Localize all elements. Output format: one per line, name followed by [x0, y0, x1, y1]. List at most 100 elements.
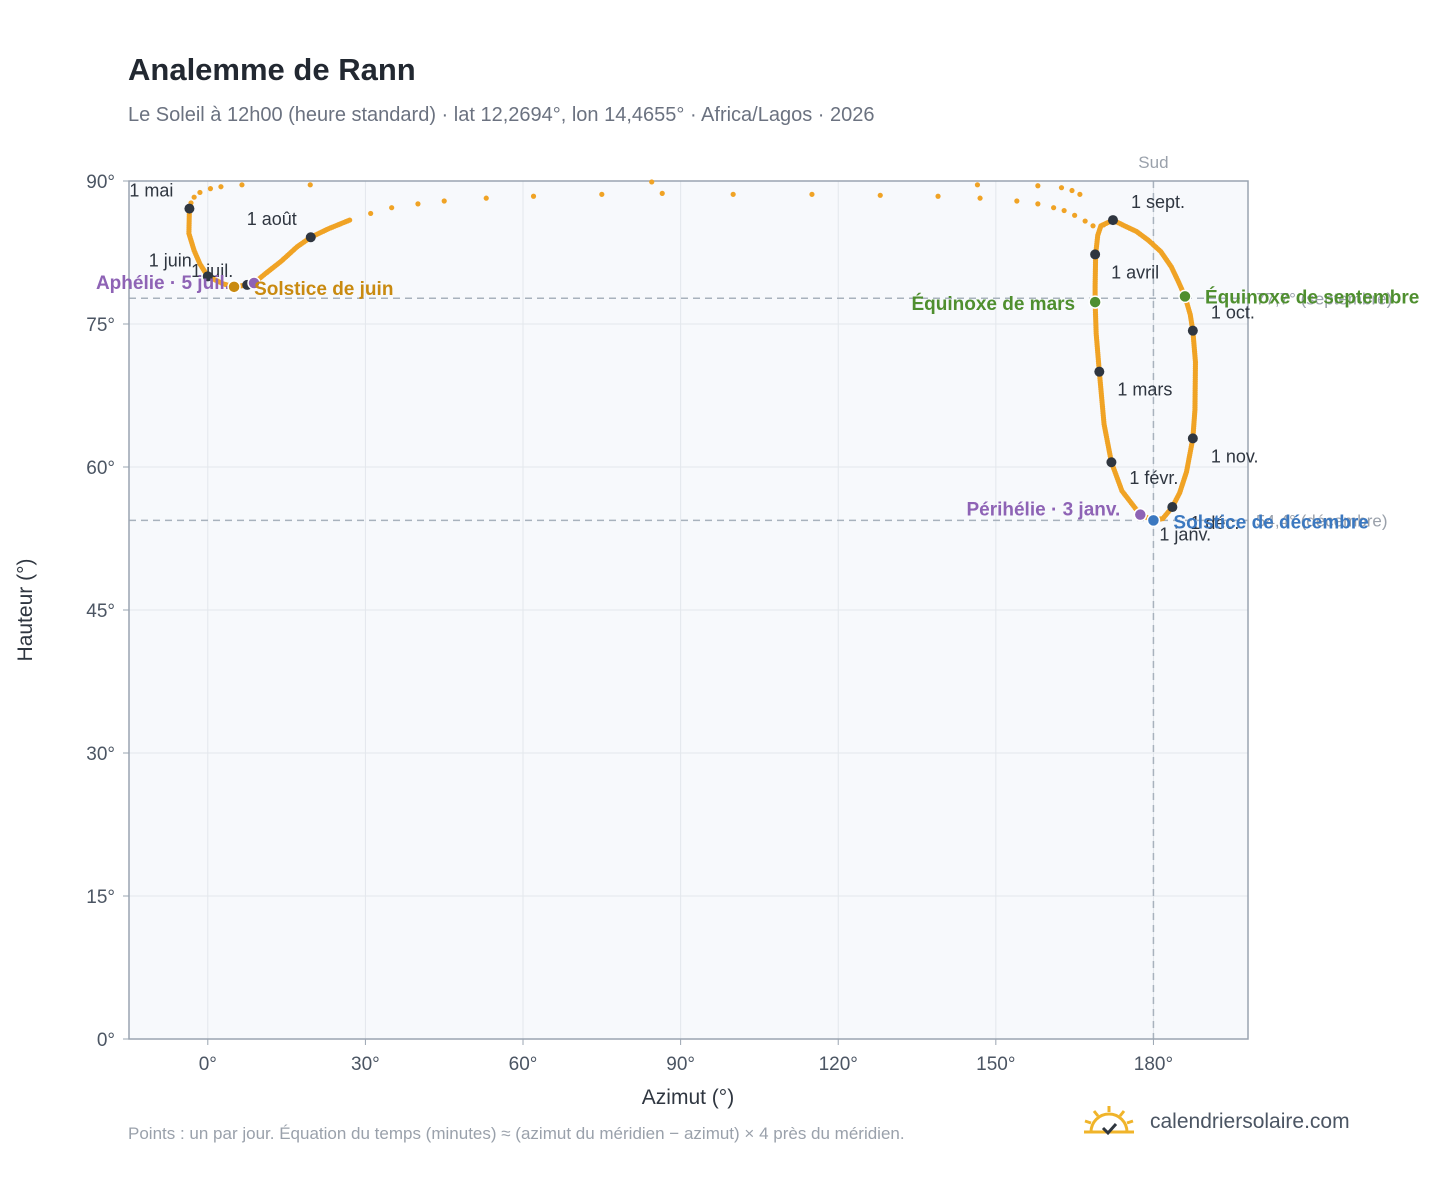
analemma-point [307, 182, 313, 188]
y-tick-label: 0° [97, 1030, 115, 1051]
analemma-point [368, 210, 374, 217]
month-marker [1107, 215, 1118, 226]
x-tick-label: 30° [351, 1054, 380, 1075]
meridian-label: Sud [1138, 153, 1168, 172]
analemma-point [1069, 187, 1075, 194]
y-tick-label: 15° [86, 887, 115, 908]
analemma-point [186, 228, 192, 234]
event-label: Solstice de juin [254, 279, 393, 300]
y-tick-label: 75° [86, 315, 115, 336]
month-label: 1 juil. [191, 261, 233, 281]
analemma-point [441, 198, 447, 204]
month-marker [1090, 249, 1101, 260]
analemma-point [877, 192, 883, 198]
analemma-point [1192, 405, 1198, 411]
x-axis-label: Azimut (°) [642, 1086, 734, 1109]
analemma-point [649, 179, 655, 185]
analemma-point [1090, 223, 1096, 229]
event-marker [1088, 295, 1102, 309]
month-label: 1 oct. [1211, 303, 1255, 323]
event-marker [247, 276, 261, 290]
month-marker [1167, 502, 1178, 513]
event-markers: Aphélie · 5 juil. Solstice de juin Équinox… [96, 273, 1419, 533]
footnote: Points : un par jour. Équation du temps … [128, 1124, 905, 1143]
analemma-point [218, 280, 225, 286]
analemma-point [239, 182, 245, 188]
analemma-point [974, 182, 981, 188]
axis-ticks: 0° 30° 60° 90° 120° 150° 180° 0° 15° 30° 45° 60° 75°… [86, 172, 1173, 1075]
analemma-point [1093, 333, 1099, 339]
month-marker [184, 203, 195, 214]
y-axis-label: Hauteur (°) [14, 559, 37, 662]
analemma-point [1061, 207, 1067, 214]
analemma-point [345, 218, 351, 224]
y-tick-label: 45° [86, 601, 115, 622]
analemma-point [1092, 285, 1098, 291]
event-marker [227, 280, 241, 294]
month-marker [202, 271, 213, 282]
sun-logo-icon [1084, 1106, 1134, 1136]
analemma-point [1051, 205, 1057, 211]
reference-line-label: 54,4° (décembre) [1256, 511, 1388, 530]
analemma-point [1101, 423, 1108, 429]
analemma-point [1184, 467, 1190, 473]
analemma-point [1035, 201, 1041, 207]
event-label: Périhélie · 3 janv. [966, 500, 1120, 521]
chart-subtitle: Le Soleil à 12h00 (heure standard) · lat… [128, 104, 875, 126]
analemma-point [1187, 309, 1193, 316]
y-tick-label: 30° [86, 744, 115, 765]
month-label: 1 avril [1111, 262, 1159, 282]
analemma-point [389, 205, 395, 211]
reference-line-label: 77,7° (septembre) [1256, 289, 1392, 308]
analemma-point [659, 190, 665, 196]
month-label: 1 nov. [1211, 446, 1259, 466]
event-label: Aphélie · 5 juil. [96, 273, 230, 294]
event-label: Équinoxe de septembre [1205, 286, 1419, 308]
month-marker [305, 232, 316, 243]
month-marker [1187, 325, 1198, 336]
plot-frame [128, 180, 1249, 1040]
event-marker [1133, 507, 1148, 522]
x-tick-label: 180° [1134, 1054, 1173, 1075]
analemma-point [1072, 212, 1078, 218]
x-tick-label: 60° [509, 1054, 538, 1075]
analemma-point [1094, 234, 1101, 241]
analemma-point [197, 189, 203, 196]
analemma-point [218, 184, 224, 190]
reference-lines: Sud 77,7° (septembre) 54,4° (décembre) [129, 153, 1392, 1039]
x-tick-label: 90° [666, 1054, 695, 1075]
analemma-point [730, 191, 736, 197]
event-label: Solstice de décembre [1173, 512, 1368, 533]
x-tick-label: 120° [819, 1054, 858, 1075]
analemma-point [1192, 357, 1198, 363]
analemma-point [1014, 198, 1020, 204]
analemma-point [483, 195, 489, 201]
analemma-point [530, 193, 537, 199]
analemma-point [599, 191, 605, 197]
month-label: 1 sept. [1131, 192, 1185, 212]
month-label: 1 déc. [1190, 513, 1239, 533]
month-label: 1 janv. [1159, 524, 1211, 544]
analemma-point [1077, 191, 1083, 197]
brand[interactable]: calendriersolaire.com [1082, 1104, 1350, 1140]
x-tick-label: 0° [199, 1054, 217, 1075]
brand-name: calendriersolaire.com [1150, 1110, 1350, 1133]
event-marker [1178, 289, 1192, 304]
x-tick-label: 150° [976, 1054, 1015, 1075]
month-label: 1 mai [129, 181, 173, 201]
analemma-point [809, 191, 815, 197]
month-marker [1187, 433, 1198, 444]
analemma-point [415, 201, 421, 207]
grid-lines [129, 180, 1248, 1040]
analemma-point [1058, 185, 1065, 191]
analemma-point [935, 193, 941, 199]
y-tick-label: 90° [86, 172, 115, 193]
analemma-point [207, 186, 214, 192]
month-marker [1106, 457, 1117, 468]
month-label: 1 août [247, 209, 297, 229]
month-label: 1 févr. [1129, 468, 1178, 488]
analemma-point [1082, 218, 1088, 224]
month-marker [1094, 366, 1105, 377]
